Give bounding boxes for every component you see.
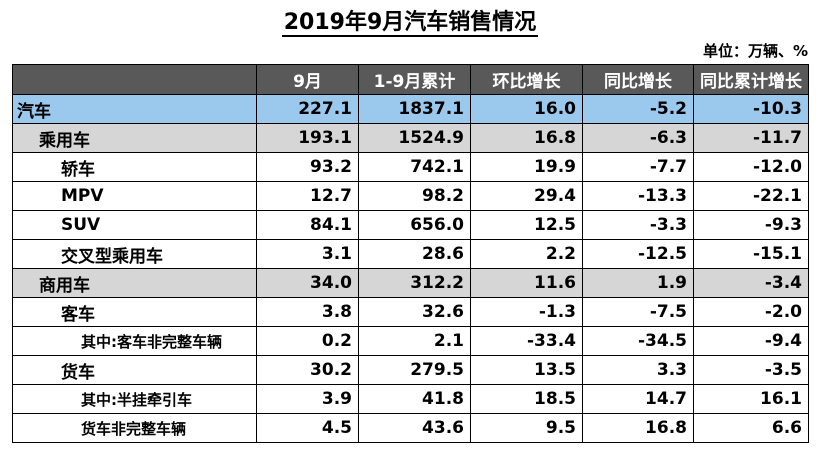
value-cell: -3.4 bbox=[693, 268, 809, 298]
value-cell: 16.8 bbox=[470, 123, 583, 153]
sales-table: 9月 1-9月累计 环比增长 同比增长 同比累计增长 汽车 227.1 1837.1… bbox=[12, 64, 809, 443]
value-cell: 11.6 bbox=[470, 268, 583, 298]
value-cell: -13.3 bbox=[582, 181, 694, 211]
value-cell: 1837.1 bbox=[358, 94, 471, 124]
value-cell: 16.1 bbox=[693, 384, 809, 414]
value-cell: 12.7 bbox=[256, 181, 359, 211]
value-cell: -1.3 bbox=[470, 297, 583, 327]
row-label: 轿车 bbox=[12, 152, 257, 182]
value-cell: -22.1 bbox=[693, 181, 809, 211]
value-cell: -12.0 bbox=[693, 152, 809, 182]
value-cell: 30.2 bbox=[256, 355, 359, 385]
value-cell: 28.6 bbox=[358, 239, 471, 269]
header-cell-september: 9月 bbox=[256, 64, 359, 95]
table-row: 乘用车 193.1 1524.9 16.8 -6.3 -11.7 bbox=[12, 123, 809, 153]
table-row: 商用车 34.0 312.2 11.6 1.9 -3.4 bbox=[12, 268, 809, 298]
value-cell: -3.5 bbox=[693, 355, 809, 385]
value-cell: 3.1 bbox=[256, 239, 359, 269]
row-label: 乘用车 bbox=[12, 123, 257, 153]
value-cell: 12.5 bbox=[470, 210, 583, 240]
value-cell: 2.1 bbox=[358, 326, 471, 356]
value-cell: -11.7 bbox=[693, 123, 809, 153]
table-row: 汽车 227.1 1837.1 16.0 -5.2 -10.3 bbox=[12, 94, 809, 124]
row-label: SUV bbox=[12, 210, 257, 240]
header-cell-category bbox=[12, 64, 257, 95]
value-cell: 3.9 bbox=[256, 384, 359, 414]
value-cell: 29.4 bbox=[470, 181, 583, 211]
header-cell-mom-growth: 环比增长 bbox=[470, 64, 583, 95]
table-row: 轿车 93.2 742.1 19.9 -7.7 -12.0 bbox=[12, 152, 809, 182]
table-row: SUV 84.1 656.0 12.5 -3.3 -9.3 bbox=[12, 210, 809, 240]
value-cell: 98.2 bbox=[358, 181, 471, 211]
table-row: 货车 30.2 279.5 13.5 3.3 -3.5 bbox=[12, 355, 809, 385]
table-row: 货车非完整车辆 4.5 43.6 9.5 16.8 6.6 bbox=[12, 413, 809, 443]
row-label: 货车 bbox=[12, 355, 257, 385]
row-label: 其中:半挂牵引车 bbox=[12, 384, 257, 414]
header-cell-ytd: 1-9月累计 bbox=[358, 64, 471, 95]
value-cell: 227.1 bbox=[256, 94, 359, 124]
value-cell: -7.5 bbox=[582, 297, 694, 327]
header-cell-yoy-growth: 同比增长 bbox=[582, 64, 694, 95]
header-cell-ytd-yoy-growth: 同比累计增长 bbox=[693, 64, 809, 95]
table-row: MPV 12.7 98.2 29.4 -13.3 -22.1 bbox=[12, 181, 809, 211]
row-label: 汽车 bbox=[12, 94, 257, 124]
value-cell: -5.2 bbox=[582, 94, 694, 124]
value-cell: 4.5 bbox=[256, 413, 359, 443]
row-label: 交叉型乘用车 bbox=[12, 239, 257, 269]
value-cell: 3.8 bbox=[256, 297, 359, 327]
value-cell: -9.3 bbox=[693, 210, 809, 240]
value-cell: 14.7 bbox=[582, 384, 694, 414]
value-cell: 1.9 bbox=[582, 268, 694, 298]
table-row: 客车 3.8 32.6 -1.3 -7.5 -2.0 bbox=[12, 297, 809, 327]
value-cell: -34.5 bbox=[582, 326, 694, 356]
value-cell: 84.1 bbox=[256, 210, 359, 240]
value-cell: 6.6 bbox=[693, 413, 809, 443]
value-cell: -3.3 bbox=[582, 210, 694, 240]
value-cell: -10.3 bbox=[693, 94, 809, 124]
table-row: 其中:半挂牵引车 3.9 41.8 18.5 14.7 16.1 bbox=[12, 384, 809, 414]
value-cell: 9.5 bbox=[470, 413, 583, 443]
value-cell: -2.0 bbox=[693, 297, 809, 327]
value-cell: 34.0 bbox=[256, 268, 359, 298]
value-cell: 312.2 bbox=[358, 268, 471, 298]
value-cell: -33.4 bbox=[470, 326, 583, 356]
value-cell: 193.1 bbox=[256, 123, 359, 153]
value-cell: -7.7 bbox=[582, 152, 694, 182]
page-title: 2019年9月汽车销售情况 bbox=[0, 4, 820, 37]
value-cell: 13.5 bbox=[470, 355, 583, 385]
value-cell: -15.1 bbox=[693, 239, 809, 269]
value-cell: 16.8 bbox=[582, 413, 694, 443]
value-cell: 93.2 bbox=[256, 152, 359, 182]
row-label: 客车 bbox=[12, 297, 257, 327]
table-body: 汽车 227.1 1837.1 16.0 -5.2 -10.3 乘用车 193.1 1524.9… bbox=[12, 94, 809, 443]
value-cell: 18.5 bbox=[470, 384, 583, 414]
value-cell: -9.4 bbox=[693, 326, 809, 356]
row-label: 商用车 bbox=[12, 268, 257, 298]
row-label: MPV bbox=[12, 181, 257, 211]
unit-note: 单位：万辆、% bbox=[702, 42, 808, 60]
value-cell: -12.5 bbox=[582, 239, 694, 269]
row-label: 其中:客车非完整车辆 bbox=[12, 326, 257, 356]
title-text: 2019年9月汽车销售情况 bbox=[281, 10, 539, 37]
value-cell: 3.3 bbox=[582, 355, 694, 385]
value-cell: 2.2 bbox=[470, 239, 583, 269]
value-cell: 742.1 bbox=[358, 152, 471, 182]
value-cell: 1524.9 bbox=[358, 123, 471, 153]
table-header-row: 9月 1-9月累计 环比增长 同比增长 同比累计增长 bbox=[12, 64, 809, 95]
value-cell: 41.8 bbox=[358, 384, 471, 414]
value-cell: 279.5 bbox=[358, 355, 471, 385]
value-cell: 656.0 bbox=[358, 210, 471, 240]
value-cell: -6.3 bbox=[582, 123, 694, 153]
value-cell: 43.6 bbox=[358, 413, 471, 443]
value-cell: 19.9 bbox=[470, 152, 583, 182]
table-row: 其中:客车非完整车辆 0.2 2.1 -33.4 -34.5 -9.4 bbox=[12, 326, 809, 356]
value-cell: 16.0 bbox=[470, 94, 583, 124]
value-cell: 32.6 bbox=[358, 297, 471, 327]
value-cell: 0.2 bbox=[256, 326, 359, 356]
table-row: 交叉型乘用车 3.1 28.6 2.2 -12.5 -15.1 bbox=[12, 239, 809, 269]
row-label: 货车非完整车辆 bbox=[12, 413, 257, 443]
